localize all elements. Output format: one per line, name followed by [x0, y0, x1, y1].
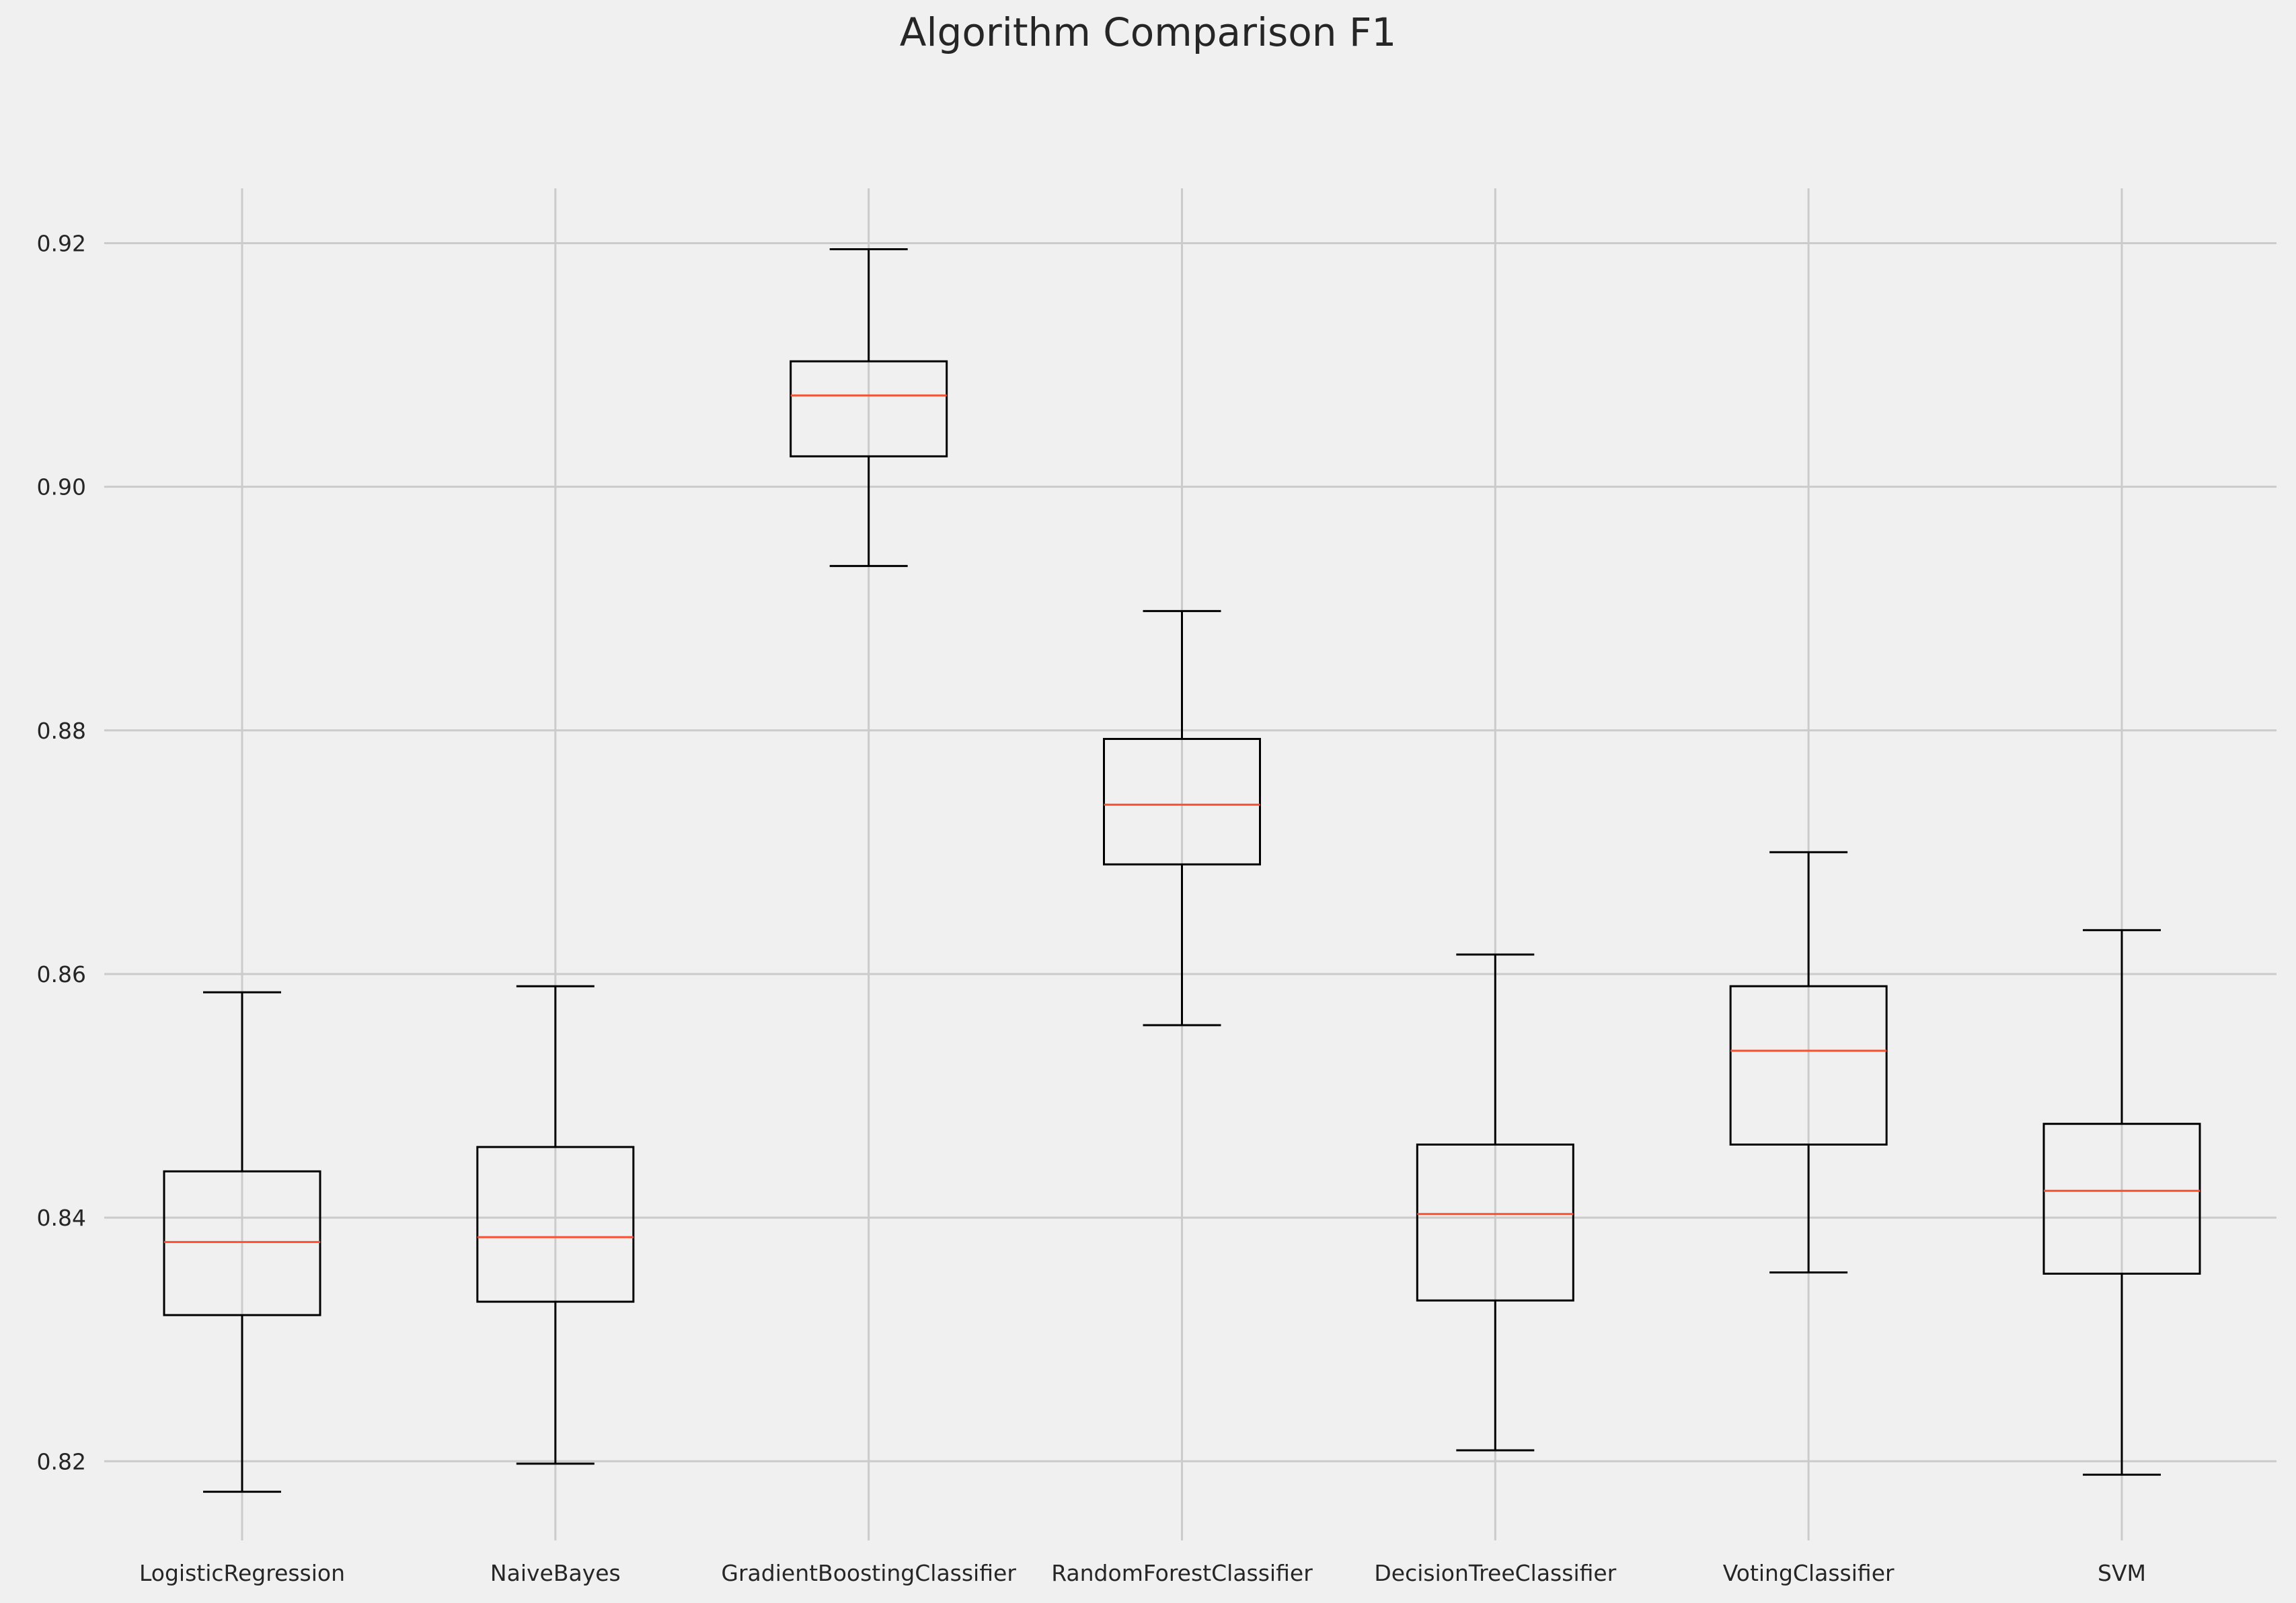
x-tick-label: NaiveBayes	[490, 1560, 621, 1586]
y-tick-label: 0.82	[37, 1448, 86, 1475]
iqr-box	[476, 1146, 635, 1303]
box-group	[790, 248, 948, 567]
x-tick-label: LogisticRegression	[139, 1560, 345, 1586]
box-group	[476, 985, 635, 1465]
iqr-box	[2042, 1123, 2201, 1275]
iqr-box	[790, 360, 948, 457]
y-tick-label: 0.92	[37, 230, 86, 256]
y-tick-label: 0.84	[37, 1205, 86, 1231]
iqr-box	[1416, 1143, 1574, 1302]
box-group	[2042, 929, 2201, 1476]
box-group	[1416, 953, 1574, 1452]
y-axis-ticks: 0.82 0.84 0.86 0.88 0.90 0.92	[37, 230, 86, 1475]
boxes	[163, 248, 2201, 1493]
box-group	[1103, 609, 1261, 1027]
iqr-box	[163, 1170, 321, 1316]
y-tick-label: 0.90	[37, 474, 86, 500]
box-group	[163, 991, 321, 1493]
y-tick-label: 0.88	[37, 718, 86, 744]
chart-title: Algorithm Comparison F1	[900, 9, 1396, 55]
x-axis-ticks: LogisticRegression NaiveBayes GradientBoos…	[139, 1560, 2146, 1586]
y-tick-label: 0.86	[37, 961, 86, 987]
x-tick-label: VotingClassifier	[1723, 1560, 1895, 1586]
x-tick-label: GradientBoostingClassifier	[721, 1560, 1016, 1586]
x-tick-label: SVM	[2098, 1560, 2146, 1586]
x-tick-label: RandomForestClassifier	[1051, 1560, 1313, 1586]
iqr-box	[1103, 737, 1261, 866]
iqr-box	[1729, 985, 1888, 1146]
box-group	[1729, 851, 1888, 1274]
x-tick-label: DecisionTreeClassifier	[1374, 1560, 1616, 1586]
